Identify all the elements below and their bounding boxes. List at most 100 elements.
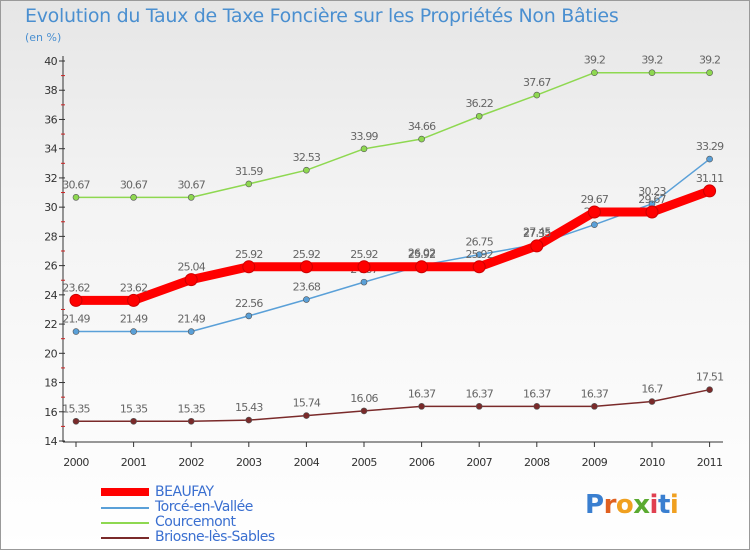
data-point bbox=[475, 403, 483, 410]
data-label: 25.92 bbox=[408, 248, 436, 261]
y-tick-label: 22 bbox=[44, 318, 57, 331]
data-point bbox=[418, 135, 425, 143]
data-point bbox=[130, 194, 137, 201]
data-label: 15.74 bbox=[293, 397, 321, 410]
legend-label-beaufay: BEAUFAY bbox=[155, 484, 214, 500]
data-point bbox=[303, 296, 310, 303]
data-point bbox=[703, 184, 717, 198]
data-label: 34.66 bbox=[408, 120, 436, 133]
data-point bbox=[245, 180, 253, 188]
y-tick-label: 36 bbox=[44, 113, 57, 126]
y-tick-label: 38 bbox=[44, 84, 57, 97]
legend-swatch-torce bbox=[101, 507, 149, 509]
y-tick-label: 24 bbox=[44, 289, 57, 302]
x-tick-label: 2003 bbox=[236, 456, 262, 469]
y-tick-label: 20 bbox=[44, 347, 57, 360]
data-point bbox=[187, 417, 195, 425]
y-tick-label: 18 bbox=[44, 377, 57, 390]
data-point bbox=[130, 417, 137, 425]
data-point bbox=[360, 278, 368, 286]
x-tick-label: 2010 bbox=[639, 456, 665, 469]
data-label: 25.92 bbox=[293, 248, 321, 261]
data-label: 39.2 bbox=[699, 54, 720, 67]
data-label: 16.7 bbox=[641, 383, 663, 396]
data-label: 25.92 bbox=[235, 248, 263, 261]
data-label: 26.02 bbox=[408, 246, 436, 259]
x-tick-label: 2011 bbox=[697, 456, 723, 469]
data-label: 21.49 bbox=[62, 313, 90, 326]
x-tick-label: 2007 bbox=[466, 456, 492, 469]
data-point bbox=[587, 205, 601, 219]
data-point bbox=[706, 155, 713, 163]
series-line bbox=[75, 158, 711, 333]
data-label: 33.99 bbox=[350, 130, 378, 143]
data-label: 25.92 bbox=[465, 248, 493, 261]
data-point bbox=[645, 205, 659, 219]
data-point bbox=[591, 403, 598, 410]
data-point bbox=[245, 312, 253, 320]
y-tick-label: 30 bbox=[44, 201, 57, 214]
data-point bbox=[127, 293, 141, 307]
x-tick-label: 2008 bbox=[524, 456, 550, 469]
data-label: 39.2 bbox=[584, 54, 605, 67]
logo-letter: o bbox=[615, 490, 634, 520]
x-tick-label: 2006 bbox=[409, 456, 435, 469]
data-point bbox=[591, 221, 598, 228]
y-tick-label: 26 bbox=[44, 260, 57, 273]
data-label: 16.37 bbox=[581, 387, 609, 400]
data-point bbox=[357, 260, 371, 274]
data-point bbox=[706, 386, 713, 394]
data-point bbox=[72, 194, 80, 201]
data-label: 16.37 bbox=[523, 387, 551, 400]
data-label: 27.45 bbox=[523, 225, 551, 238]
data-label: 25.04 bbox=[177, 261, 205, 274]
series-line bbox=[75, 71, 711, 199]
data-point bbox=[187, 328, 195, 335]
data-label: 23.62 bbox=[120, 281, 148, 294]
legend: BEAUFAY Torcé-en-Vallée Courcemont Brios… bbox=[101, 484, 361, 545]
data-point bbox=[242, 260, 256, 274]
logo-letter: i bbox=[669, 490, 679, 520]
x-tick-label: 2000 bbox=[63, 456, 89, 469]
data-point bbox=[69, 293, 83, 307]
logo-letter: t bbox=[657, 490, 670, 520]
data-point bbox=[648, 398, 656, 405]
data-point bbox=[415, 260, 429, 274]
logo-letter: i bbox=[649, 490, 659, 520]
data-point bbox=[303, 166, 310, 174]
data-point bbox=[187, 194, 195, 201]
data-label: 30.67 bbox=[177, 178, 205, 191]
data-label: 17.51 bbox=[696, 371, 724, 384]
legend-item-torce: Torcé-en-Vallée bbox=[101, 499, 361, 515]
data-point bbox=[591, 69, 598, 76]
data-point bbox=[72, 328, 80, 335]
data-point bbox=[360, 407, 368, 415]
data-label: 36.22 bbox=[465, 97, 493, 110]
legend-label-briosne: Briosne-lès-Sables bbox=[155, 529, 275, 545]
y-tick-label: 40 bbox=[44, 55, 57, 68]
legend-label-torce: Torcé-en-Vallée bbox=[155, 499, 253, 515]
data-label: 26.75 bbox=[465, 236, 493, 249]
data-label: 23.62 bbox=[62, 281, 90, 294]
legend-swatch-courcemont bbox=[101, 522, 149, 524]
series-line bbox=[75, 388, 711, 423]
data-label: 31.59 bbox=[235, 165, 263, 178]
data-label: 30.23 bbox=[638, 185, 666, 198]
data-point bbox=[184, 273, 198, 287]
data-label: 29.67 bbox=[581, 193, 609, 206]
data-point bbox=[706, 69, 713, 76]
data-label: 15.43 bbox=[235, 401, 263, 414]
data-label: 15.35 bbox=[120, 402, 148, 415]
data-label: 16.37 bbox=[465, 387, 493, 400]
data-label: 15.35 bbox=[62, 402, 90, 415]
legend-item-briosne: Briosne-lès-Sables bbox=[101, 529, 361, 545]
legend-label-courcemont: Courcemont bbox=[155, 514, 236, 530]
y-tick-label: 32 bbox=[44, 172, 57, 185]
y-tick-label: 28 bbox=[44, 230, 57, 243]
data-point bbox=[418, 403, 425, 410]
y-tick-label: 16 bbox=[44, 406, 57, 419]
data-point bbox=[533, 91, 541, 99]
data-label: 21.49 bbox=[177, 313, 205, 326]
data-label: 30.67 bbox=[62, 178, 90, 191]
x-tick-label: 2004 bbox=[294, 456, 320, 469]
